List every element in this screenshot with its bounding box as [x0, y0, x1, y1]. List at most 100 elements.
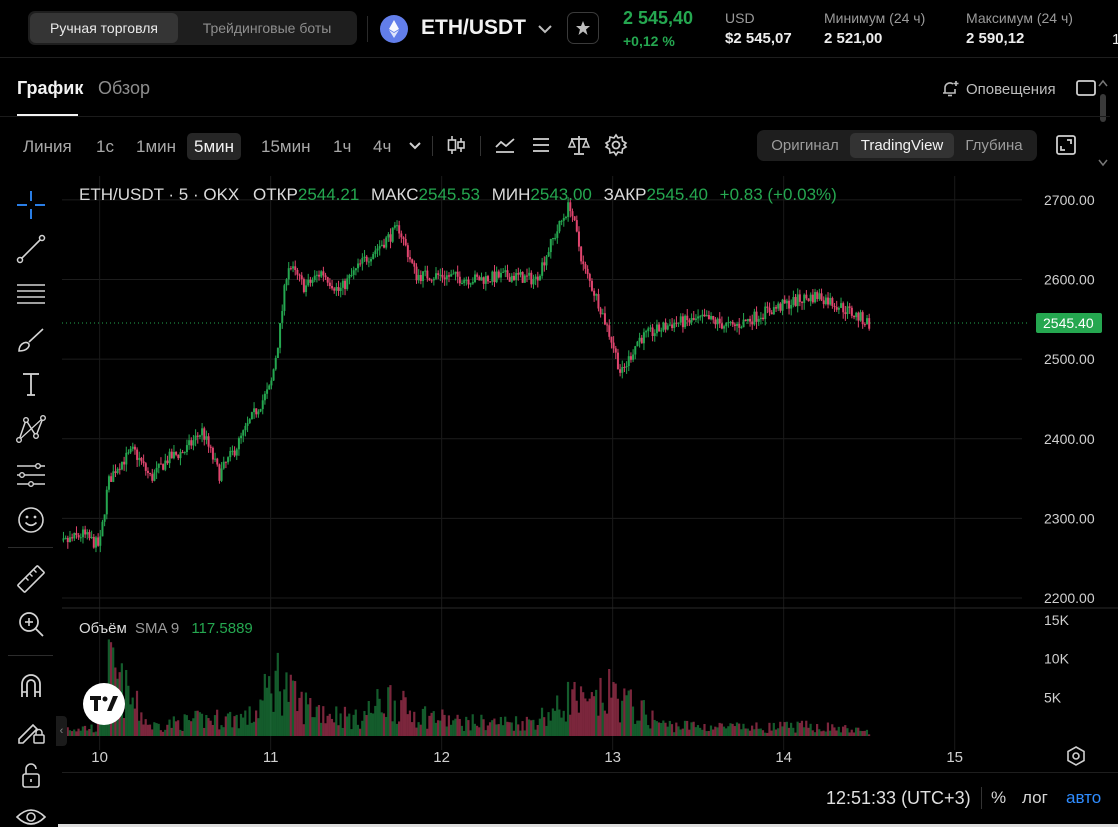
timeframe-4h[interactable]: 4ч — [373, 137, 392, 156]
alerts-button[interactable]: Оповещения — [940, 79, 1056, 99]
trendline-icon[interactable] — [14, 232, 48, 266]
favorite-button[interactable] — [567, 12, 599, 44]
candle-body — [486, 276, 489, 282]
candle-body — [547, 252, 550, 257]
time-tick-label: 10 — [91, 749, 108, 766]
volume-bar — [343, 706, 347, 736]
volume-bar — [135, 690, 139, 736]
fullscreen-icon[interactable] — [1053, 132, 1079, 158]
auto-scale-toggle[interactable]: авто — [1066, 788, 1102, 807]
view-original[interactable]: Оригинал — [771, 137, 839, 154]
chart-settings-icon[interactable] — [1065, 745, 1087, 767]
volume-bar — [735, 722, 739, 736]
indicators-icon[interactable] — [492, 132, 518, 158]
candle-body — [84, 529, 87, 535]
volume-bar — [703, 724, 706, 736]
volume-bar — [818, 729, 821, 736]
volume-bar — [519, 730, 522, 736]
volume-bar — [304, 692, 308, 736]
candle-body — [541, 262, 544, 276]
gear-icon[interactable] — [603, 132, 629, 158]
tradingview-logo[interactable] — [83, 683, 125, 725]
volume-bar — [746, 728, 749, 736]
candle-body — [432, 278, 435, 281]
price-chart[interactable]: 2200.00 2300.00 2400.00 2500.00 2600.00 2700.… — [62, 176, 1118, 772]
candle-body — [495, 271, 498, 283]
price-tick-label: 2400.00 — [1044, 431, 1095, 447]
candle-body — [580, 246, 583, 262]
candle-body — [179, 452, 182, 459]
candle-body — [569, 202, 572, 212]
lock-icon[interactable] — [14, 758, 48, 792]
volume-bar — [549, 720, 552, 736]
log-scale-toggle[interactable]: лог — [1022, 788, 1048, 807]
volume-bar — [428, 715, 431, 736]
scales-icon[interactable] — [566, 132, 592, 158]
candle-body — [402, 237, 405, 240]
volume-bar — [259, 699, 262, 736]
brush-icon[interactable] — [14, 323, 48, 357]
zoom-in-icon[interactable] — [14, 607, 48, 641]
fib-levels-icon[interactable] — [14, 277, 48, 311]
ruler-icon[interactable] — [14, 562, 48, 596]
scrollbar[interactable] — [1096, 76, 1110, 176]
candle-body — [116, 468, 119, 473]
manual-trading-tab[interactable]: Ручная торговля — [30, 13, 178, 43]
candle-body — [190, 440, 193, 446]
layout-icon[interactable] — [1075, 79, 1097, 97]
candle-body — [846, 306, 849, 315]
timeframe-chevron-icon[interactable] — [402, 132, 428, 158]
list-settings-icon[interactable] — [528, 132, 554, 158]
tab-overview[interactable]: Обзор — [98, 78, 150, 98]
volume-bar — [556, 695, 559, 736]
candle-body — [201, 428, 204, 436]
candle-body — [471, 282, 474, 284]
timeframe-15m[interactable]: 15мин — [261, 137, 311, 156]
pattern-icon[interactable] — [14, 412, 48, 446]
candle-body — [476, 274, 479, 277]
volume-bar — [239, 713, 243, 736]
volume-bar — [787, 727, 791, 736]
text-icon[interactable] — [14, 367, 48, 401]
candle-body — [120, 461, 123, 470]
tab-chart[interactable]: График — [17, 78, 84, 98]
timeframe-1m[interactable]: 1мин — [136, 137, 177, 156]
crosshair-icon[interactable] — [14, 188, 48, 222]
candle-body — [220, 468, 223, 481]
percent-scale-toggle[interactable]: % — [991, 788, 1007, 807]
timeframe-1s[interactable]: 1с — [96, 137, 114, 156]
view-tradingview[interactable]: TradingView — [850, 133, 954, 158]
volume-bar — [400, 700, 403, 736]
volume-bar — [638, 720, 641, 736]
candle-body — [164, 460, 167, 470]
timeframe-line[interactable]: Линия — [23, 137, 72, 156]
candle-body — [437, 273, 440, 275]
view-depth[interactable]: Глубина — [965, 137, 1023, 154]
candle-body — [606, 324, 609, 326]
timeframe-5m[interactable]: 5мин — [187, 133, 242, 160]
timezone-clock[interactable]: 12:51:33 (UTC+3) — [826, 788, 971, 808]
candles-icon[interactable] — [443, 132, 469, 158]
volume-bar — [794, 732, 797, 736]
eye-icon[interactable] — [14, 800, 48, 827]
volume-bar — [294, 681, 297, 736]
price-tick-label: 2200.00 — [1044, 590, 1095, 606]
volume-bar — [699, 727, 702, 736]
magnet-icon[interactable] — [14, 669, 48, 703]
candle-body — [380, 244, 383, 247]
volume-bar — [460, 725, 464, 736]
timeframe-1h[interactable]: 1ч — [333, 137, 352, 156]
candle-body — [857, 312, 860, 321]
candle-body — [742, 319, 745, 328]
candle-body — [484, 276, 487, 284]
collapse-toolbar-button[interactable]: ‹ — [56, 716, 67, 746]
chevron-down-icon[interactable] — [534, 19, 556, 39]
lock-drawing-icon[interactable] — [14, 714, 48, 748]
volume-bar — [192, 718, 195, 736]
pair-symbol[interactable]: ETH/USDT — [421, 16, 526, 39]
trading-bots-tab[interactable]: Трейдинговые боты — [202, 20, 332, 36]
candle-body — [753, 311, 756, 325]
volume-bar — [584, 698, 587, 736]
prediction-icon[interactable] — [14, 458, 48, 492]
emoji-icon[interactable] — [14, 503, 48, 537]
